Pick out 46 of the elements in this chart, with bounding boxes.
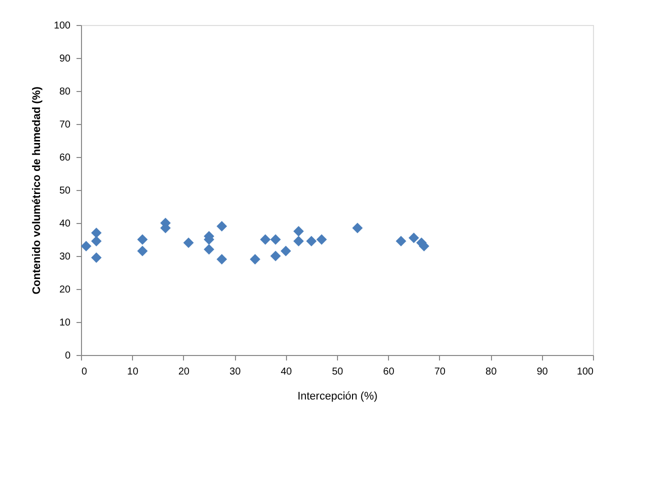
point	[91, 252, 102, 263]
point	[352, 222, 363, 234]
y-tick-label: 20	[59, 284, 71, 296]
point	[293, 226, 304, 236]
x-tick-label: 100	[576, 366, 594, 378]
y-tick-label: 90	[59, 54, 71, 64]
y-tick-label: 10	[59, 318, 71, 328]
point	[91, 236, 102, 246]
x-axis-title: Intercepción (%)	[297, 390, 378, 402]
point	[216, 254, 228, 265]
y-tick-label: 0	[64, 350, 71, 362]
x-tick-label: 10	[127, 366, 139, 378]
point	[270, 250, 281, 262]
x-tick-label: 30	[230, 366, 242, 378]
x-tick-label: 50	[332, 366, 344, 378]
point	[280, 246, 292, 256]
point	[293, 236, 304, 246]
y-tick-label: 40	[59, 218, 71, 230]
y-tick-label: 100	[54, 20, 71, 32]
y-tick-label: 50	[59, 186, 71, 196]
x-tick-label: 0	[82, 366, 88, 378]
point	[91, 228, 102, 238]
point	[250, 254, 260, 265]
point	[270, 234, 281, 245]
x-tick-label: 20	[178, 366, 190, 378]
y-tick-label: 30	[59, 252, 71, 262]
point	[260, 234, 271, 245]
x-tick-label: 80	[486, 366, 498, 378]
x-tick-label: 90	[536, 366, 548, 378]
y-tick-label: 80	[59, 86, 71, 98]
point	[396, 236, 406, 246]
y-axis-title: Contenido volumétrico de humedad (%)	[30, 86, 43, 294]
point	[80, 240, 92, 252]
point	[137, 246, 148, 256]
x-tick-label: 40	[280, 366, 292, 378]
x-tick-label: 70	[434, 366, 446, 378]
x-tick-label: 60	[383, 366, 395, 378]
y-tick-label: 60	[59, 152, 71, 164]
point	[137, 234, 148, 245]
point	[408, 232, 420, 244]
point	[306, 236, 317, 246]
point	[183, 238, 194, 248]
point	[316, 234, 327, 245]
point	[204, 244, 214, 255]
y-tick-label: 70	[59, 120, 71, 130]
point	[216, 221, 228, 232]
